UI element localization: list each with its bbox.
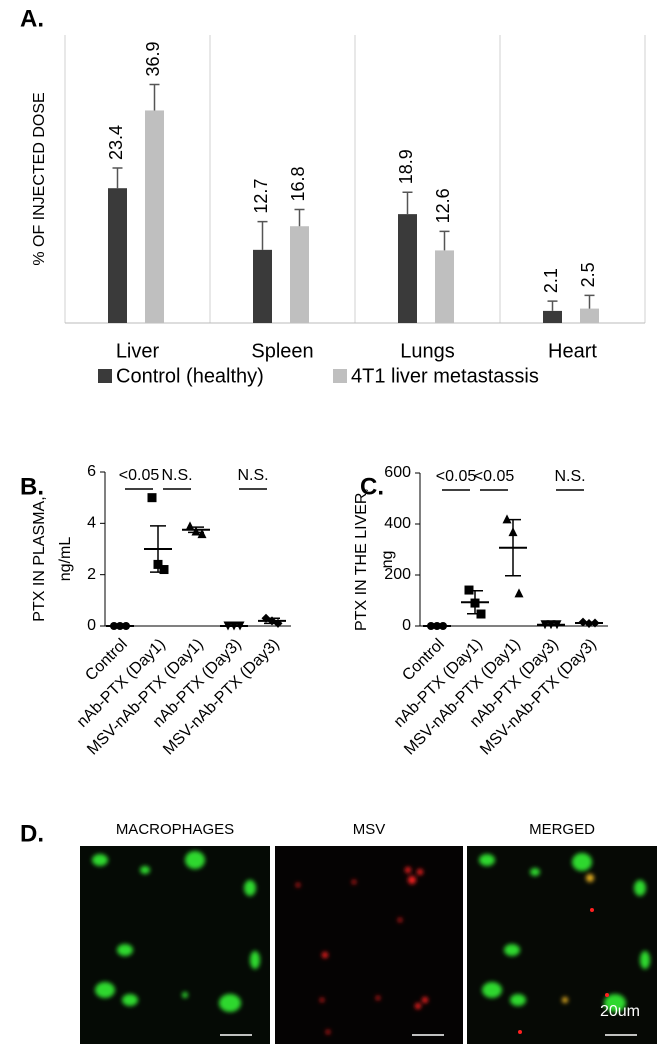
bar [290,226,309,323]
error-bar [149,83,160,111]
x-tick-label: Spleen [251,340,313,362]
data-point [147,493,157,503]
significance-label: N.S. [554,468,585,485]
bar [108,188,127,323]
data-label: 12.7 [251,179,271,214]
error-bar [294,208,305,227]
panel-label: B. [20,473,44,500]
data-point [159,565,169,575]
significance-label: <0.05 [474,468,515,485]
axis-label: ng/mL [57,537,74,582]
bar [145,110,164,324]
x-tick-label: Heart [548,340,597,362]
axis-label: PTX IN PLASMA, [31,496,48,621]
error-bar [584,294,595,309]
data-point [502,514,512,524]
data-label: 36.9 [143,41,163,76]
legend-swatch [98,369,112,383]
error-bar [264,617,280,625]
y-tick-label: 0 [402,617,411,634]
axis-label: PTX IN THE LIVER, [353,488,370,631]
data-label: 18.9 [396,149,416,184]
scale-bar-label: 20um [600,1003,640,1020]
bar [580,308,599,323]
error-bar [150,525,166,573]
data-point [197,529,207,539]
error-bar [467,590,483,615]
significance-label: <0.05 [436,468,477,485]
legend-label: Control (healthy) [116,365,264,387]
y-tick-label: 6 [87,463,96,480]
data-point [514,588,524,598]
y-tick-label: 600 [384,464,411,481]
data-label: 16.8 [288,166,308,201]
error-bar [257,220,268,250]
x-tick-label: Lungs [400,340,455,362]
error-bar [547,300,558,311]
legend-swatch [333,369,347,383]
micrograph-merged [467,846,657,1044]
image-title: MACROPHAGES [116,821,234,838]
data-label: 23.4 [106,125,126,160]
error-bar [402,191,413,215]
data-label: 12.6 [433,188,453,223]
bar [435,250,454,323]
panel-label: C. [360,473,384,500]
bar [543,310,562,323]
data-label: 2.5 [578,262,598,287]
micrograph-macrophages [80,846,270,1044]
significance-label: N.S. [237,467,268,484]
significance-label: N.S. [161,467,192,484]
y-tick-label: 4 [87,515,96,532]
error-bar [112,167,123,189]
data-label: 2.1 [541,268,561,293]
y-tick-label: 2 [87,566,96,583]
legend-label: 4T1 liver metastassis [351,365,539,387]
panel-label: A. [20,5,44,32]
image-title: MERGED [529,821,595,838]
data-point [464,585,474,595]
x-tick-label: Liver [116,340,160,362]
y-tick-label: 0 [87,617,96,634]
axis-label: ng [379,551,396,569]
significance-label: <0.05 [119,467,160,484]
error-bar [188,526,204,534]
error-bar [581,621,597,625]
y-tick-label: 400 [384,515,411,532]
error-bar [439,230,450,251]
panel-label: D. [20,820,44,847]
data-point [185,521,195,531]
axis-label: % OF INJECTED DOSE [31,92,48,265]
image-title: MSV [353,821,386,838]
bar [253,249,272,323]
micrograph-msv [275,846,463,1044]
y-tick-label: 200 [384,566,411,583]
error-bar [505,518,521,577]
bar [398,214,417,323]
